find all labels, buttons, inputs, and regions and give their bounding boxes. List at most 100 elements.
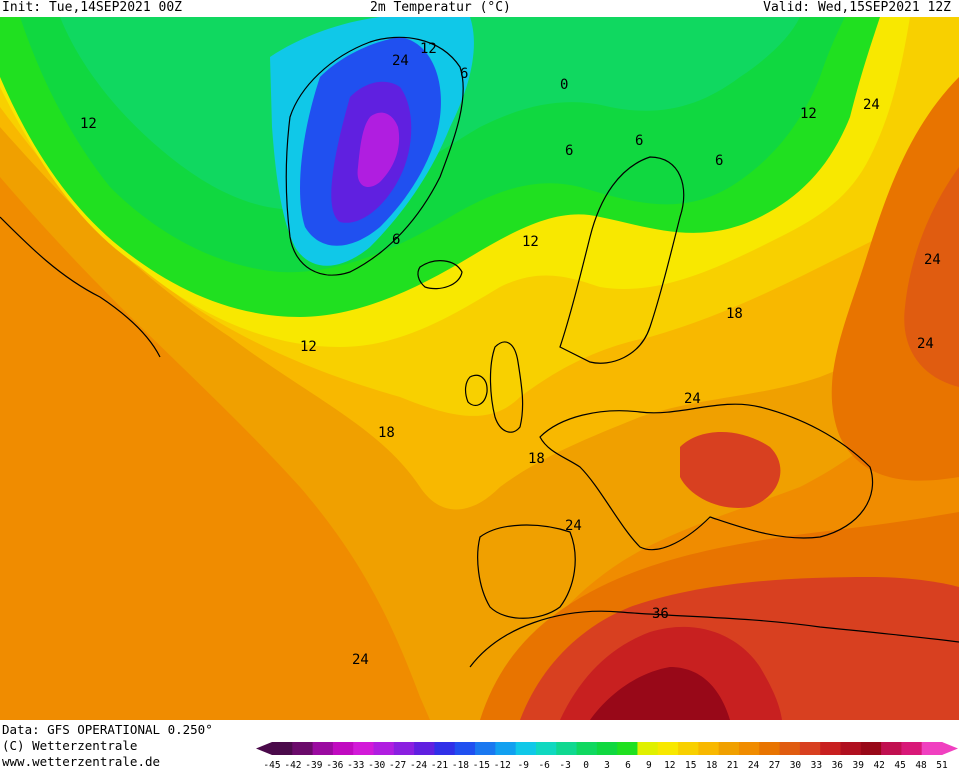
colorbar-swatch: [272, 742, 293, 755]
europe-coast: [539, 403, 874, 551]
band-neg30: [357, 112, 400, 187]
contour-label: 12: [420, 41, 437, 57]
contour-label: 12: [80, 116, 97, 132]
contour-label: 24: [924, 252, 941, 268]
colorbar-tick-label: 18: [706, 760, 718, 770]
contour-label: 12: [300, 339, 317, 355]
colorbar-swatch: [556, 742, 578, 755]
contour-label: 36: [652, 606, 669, 622]
colorbar-tick-label: 48: [915, 760, 927, 770]
band-39-africa: [590, 667, 730, 720]
colorbar-swatch: [738, 742, 760, 755]
colorbar-tick-label: -15: [473, 760, 490, 770]
copyright: (C) Wetterzentrale: [2, 738, 138, 753]
colorbar-swatch: [637, 742, 659, 755]
init-time: Init: Tue,14SEP2021 00Z: [2, 0, 183, 15]
contour-label: 6: [565, 143, 573, 159]
colorbar-tick-label: 27: [769, 760, 780, 770]
colorbar-swatch: [535, 742, 557, 755]
map-title: 2m Temperatur (°C): [370, 0, 511, 15]
colorbar-tick-label: 33: [811, 760, 822, 770]
colorbar-ticks: -45 -42 -39 -36 -33 -30 -27 -24 -21 -18 -15 -12 -9 -6…: [263, 760, 948, 770]
colorbar-tick-label: 39: [853, 760, 865, 770]
contour-label: 18: [528, 451, 545, 467]
colorbar-tick-label: 6: [625, 760, 631, 770]
contour-label: 12: [522, 234, 539, 250]
colorbar-tick-label: -21: [431, 760, 448, 770]
colorbar-swatch: [292, 742, 314, 755]
colorbar-swatch: [515, 742, 537, 755]
contour-label: 24: [684, 391, 701, 407]
colorbar-swatch: [353, 742, 375, 755]
scandinavia-coast: [559, 156, 685, 364]
temperature-map: 12 12 6 0 6 6 6 6 12 12 12 18 18 18 24 2…: [0, 17, 959, 720]
colorbar-tick-label: -30: [368, 760, 385, 770]
colorbar-swatch: [657, 742, 679, 755]
contour-label: 18: [726, 306, 743, 322]
colorbar-swatch: [860, 742, 882, 755]
contour-labels: 12 12 6 0 6 6 6 6 12 12 12 18 18 18 24 2…: [80, 41, 941, 668]
colorbar-swatch: [799, 742, 821, 755]
iceland-coast: [417, 260, 463, 290]
iberia-coast: [477, 524, 576, 619]
colorbar-swatch: [576, 742, 598, 755]
contour-label: 0: [560, 77, 568, 93]
africa-coast: [469, 610, 959, 668]
greenland-coast: [285, 36, 464, 276]
contour-label: 24: [565, 518, 582, 534]
colorbar-arrow-left: [256, 742, 272, 755]
colorbar-tick-label: -12: [494, 760, 511, 770]
band-33-balkans: [680, 432, 781, 508]
britain-coast: [489, 341, 524, 433]
website-link[interactable]: www.wetterzentrale.de: [2, 754, 161, 769]
contour-label: 12: [800, 106, 817, 122]
colorbar-swatch: [921, 742, 943, 755]
colorbar-swatch: [820, 742, 841, 755]
colorbar-swatch: [698, 742, 720, 755]
colorbar-tick-label: -3: [559, 760, 570, 770]
colorbar-tick-label: -45: [263, 760, 280, 770]
footer: Data: GFS OPERATIONAL 0.250° (C) Wetterz…: [0, 721, 959, 770]
colorbar-swatch: [840, 742, 862, 755]
contour-label: 6: [635, 133, 643, 149]
colorbar-swatches: [256, 742, 958, 755]
colorbar-tick-label: 36: [832, 760, 844, 770]
colorbar-swatch: [393, 742, 415, 755]
colorbar-tick-label: 0: [583, 760, 589, 770]
colorbar-tick-label: 9: [646, 760, 652, 770]
colorbar-tick-label: -9: [518, 760, 530, 770]
valid-time: Valid: Wed,15SEP2021 12Z: [763, 0, 951, 15]
colorbar-tick-label: 45: [894, 760, 905, 770]
contour-label: 18: [378, 425, 395, 441]
header: Init: Tue,14SEP2021 00Z 2m Temperatur (°…: [0, 0, 959, 18]
band-30-east: [904, 167, 959, 387]
colorbar-swatch: [414, 742, 435, 755]
contour-label: 24: [352, 652, 369, 668]
contour-label: 6: [715, 153, 723, 169]
colorbar-swatch: [596, 742, 618, 755]
colorbar-tick-label: 3: [604, 760, 610, 770]
colorbar-tick-label: -39: [305, 760, 322, 770]
ireland-coast: [464, 374, 488, 406]
temperature-colorbar: -45 -42 -39 -36 -33 -30 -27 -24 -21 -18 -15 -12 -9 -6…: [256, 742, 958, 770]
colorbar-swatch: [434, 742, 456, 755]
colorbar-tick-label: -33: [347, 760, 364, 770]
colorbar-tick-label: -6: [538, 760, 550, 770]
colorbar-swatch: [495, 742, 517, 755]
colorbar-tick-label: 21: [727, 760, 739, 770]
coastlines: [0, 36, 959, 668]
colorbar-tick-label: 12: [664, 760, 675, 770]
colorbar-swatch: [779, 742, 801, 755]
colorbar-swatch: [901, 742, 923, 755]
colorbar-tick-label: -24: [410, 760, 427, 770]
band-27-east: [831, 77, 959, 481]
colorbar-tick-label: -18: [452, 760, 469, 770]
colorbar-tick-label: -36: [326, 760, 343, 770]
canada-coast: [0, 216, 161, 358]
colorbar-tick-label: 30: [790, 760, 802, 770]
data-source: Data: GFS OPERATIONAL 0.250°: [2, 722, 213, 737]
colorbar-tick-label: 24: [748, 760, 760, 770]
colorbar-tick-label: 42: [873, 760, 884, 770]
colorbar-tick-label: 51: [936, 760, 948, 770]
colorbar-tick-label: -27: [389, 760, 406, 770]
